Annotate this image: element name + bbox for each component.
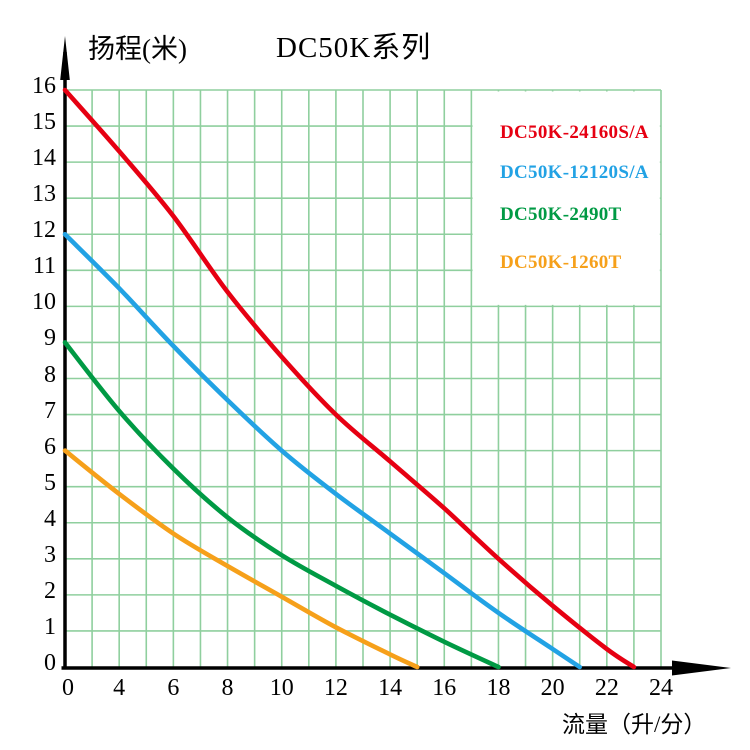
legend-panel bbox=[472, 91, 660, 305]
x-tick-label: 12 bbox=[323, 675, 348, 701]
y-tick-label: 16 bbox=[32, 73, 56, 99]
y-tick-label: 3 bbox=[44, 541, 56, 568]
y-axis-title: 扬程(米) bbox=[88, 34, 187, 64]
legend-item-dc50k-2490t: DC50K-2490T bbox=[500, 204, 622, 225]
x-tick-label: 0 bbox=[62, 675, 74, 701]
chart-title: DC50K系列 bbox=[276, 32, 432, 64]
y-tick-label: 14 bbox=[32, 145, 56, 172]
x-tick-label: 6 bbox=[167, 675, 180, 701]
y-tick-label: 15 bbox=[32, 109, 56, 136]
x-tick-label: 22 bbox=[594, 675, 619, 701]
y-axis-arrow-icon bbox=[60, 36, 70, 80]
y-tick-label: 12 bbox=[32, 217, 56, 244]
y-tick-label: 8 bbox=[44, 361, 56, 388]
x-tick-label: 16 bbox=[432, 675, 457, 701]
x-tick-label: 24 bbox=[649, 675, 673, 701]
x-tick-label: 8 bbox=[221, 675, 234, 701]
x-axis-title: 流量（升/分） bbox=[562, 712, 707, 737]
x-tick-label: 10 bbox=[269, 675, 294, 701]
series-curve-3 bbox=[62, 448, 420, 670]
legend-item-dc50k-12120sa: DC50K-12120S/A bbox=[500, 162, 649, 183]
y-tick-label: 7 bbox=[44, 397, 56, 424]
series-curve-0 bbox=[62, 87, 637, 670]
x-tick-label: 4 bbox=[113, 675, 126, 701]
y-tick-label: 10 bbox=[32, 289, 56, 316]
y-tick-label: 13 bbox=[32, 181, 56, 208]
x-tick-label: 14 bbox=[378, 675, 403, 701]
y-tick-label: 6 bbox=[44, 433, 56, 460]
series-curve-1 bbox=[62, 232, 582, 670]
x-tick-label: 20 bbox=[540, 675, 565, 701]
y-tick-label: 2 bbox=[44, 577, 56, 604]
x-axis-arrow-icon bbox=[672, 660, 731, 676]
y-tick-label: 4 bbox=[44, 505, 56, 532]
series-curve-2 bbox=[62, 340, 501, 670]
y-tick-label: 0 bbox=[44, 650, 56, 676]
y-tick-label: 9 bbox=[44, 325, 56, 352]
y-tick-label: 1 bbox=[44, 613, 56, 640]
y-tick-label: 11 bbox=[32, 253, 56, 280]
x-tick-label: 18 bbox=[486, 675, 511, 701]
legend-item-dc50k-1260t: DC50K-1260T bbox=[500, 252, 622, 273]
legend-item-dc50k-24160sa: DC50K-24160S/A bbox=[500, 122, 649, 143]
y-tick-label: 5 bbox=[44, 469, 56, 496]
